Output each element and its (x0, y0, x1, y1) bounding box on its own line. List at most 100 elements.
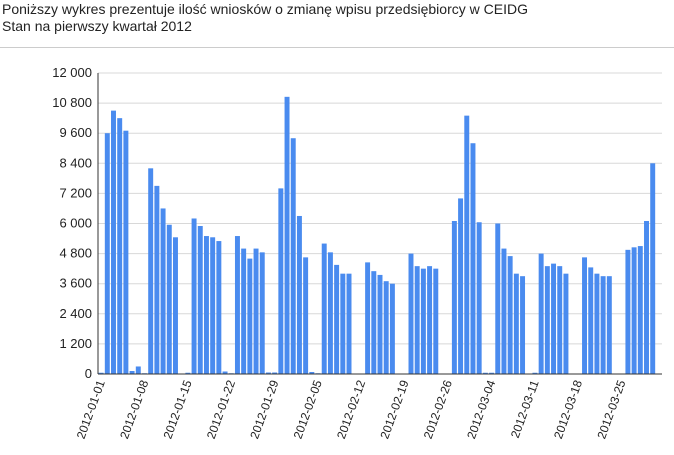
bar (408, 253, 414, 374)
x-tick-label: 2012-03-18 (551, 378, 585, 441)
bar (346, 273, 352, 374)
x-tick-label: 2012-01-29 (247, 378, 281, 441)
bar (513, 273, 519, 374)
bar (371, 271, 377, 374)
bar (241, 248, 247, 374)
bar (154, 185, 160, 374)
y-tick-label: 7 200 (59, 185, 92, 200)
bar (606, 276, 612, 374)
bar (216, 241, 222, 374)
chart-title: Poniższy wykres prezentuje ilość wnioskó… (2, 1, 528, 17)
chart-subtitle: Stan na pierwszy kwartał 2012 (2, 18, 192, 34)
y-tick-label: 9 600 (59, 125, 92, 140)
bar (414, 266, 420, 374)
bar (551, 263, 557, 374)
x-tick-label: 2012-01-22 (204, 378, 238, 441)
bar (476, 222, 482, 374)
bar (427, 266, 433, 374)
bar (284, 96, 290, 375)
x-tick-label: 2012-02-19 (377, 378, 411, 441)
x-tick-label: 2012-03-11 (508, 378, 542, 440)
bar (482, 372, 488, 374)
bar (234, 236, 240, 374)
y-tick-label: 6 000 (59, 216, 92, 231)
y-tick-label: 8 400 (59, 155, 92, 170)
bar (365, 262, 371, 374)
bar (135, 366, 141, 374)
bar (203, 236, 209, 374)
bar (247, 258, 253, 374)
bar (290, 138, 296, 374)
bar (222, 371, 228, 374)
bar (451, 220, 457, 374)
bar (631, 247, 637, 374)
bar (458, 198, 464, 374)
y-tick-label: 3 600 (59, 276, 92, 291)
bar (259, 252, 265, 374)
bar (520, 276, 526, 374)
bar (111, 110, 116, 374)
bar (272, 372, 278, 374)
x-tick-label: 2012-03-04 (464, 378, 498, 441)
bar (544, 266, 550, 374)
bar (265, 372, 271, 374)
bar (464, 115, 470, 375)
bar (489, 372, 495, 374)
bar (303, 257, 309, 374)
x-tick-label: 2012-01-01 (74, 378, 108, 441)
bar (340, 273, 346, 374)
y-tick-label: 10 800 (52, 95, 92, 110)
y-tick-label: 4 800 (59, 246, 92, 261)
x-tick-label: 2012-02-05 (291, 378, 325, 441)
bar (420, 268, 426, 374)
bar (334, 264, 340, 374)
bar (588, 267, 594, 374)
bar (501, 248, 507, 374)
bar (191, 218, 197, 374)
bar (253, 248, 259, 374)
bar (600, 276, 606, 374)
bar (185, 372, 191, 374)
x-tick-label: 2012-01-08 (117, 378, 151, 441)
bar (538, 253, 544, 374)
bar (117, 118, 123, 375)
bar (129, 370, 135, 374)
x-tick-label: 2012-03-25 (594, 378, 628, 441)
bar (507, 256, 513, 374)
y-tick-label: 1 200 (59, 336, 92, 351)
bar (625, 249, 631, 374)
bar (563, 273, 569, 374)
bar (433, 268, 439, 374)
bar (557, 266, 563, 374)
bar (148, 168, 154, 374)
bar (321, 243, 327, 374)
bar (495, 223, 501, 374)
y-tick-label: 12 000 (52, 65, 92, 80)
x-tick-label: 2012-02-26 (421, 378, 455, 441)
bar (532, 372, 538, 374)
bar (650, 163, 656, 374)
bar (644, 220, 649, 374)
bar (98, 372, 104, 374)
bar (309, 371, 315, 374)
bar (123, 130, 129, 374)
bar (210, 237, 216, 374)
y-tick-label: 2 400 (59, 306, 92, 321)
bar (166, 224, 172, 374)
bar (582, 257, 588, 374)
x-tick-label: 2012-01-15 (161, 378, 195, 441)
bar (160, 208, 166, 374)
bar (296, 215, 302, 374)
bar (637, 246, 643, 374)
bar (383, 281, 389, 374)
bar (104, 133, 110, 374)
bar (377, 274, 383, 374)
y-tick-label: 0 (85, 366, 92, 381)
bar (278, 188, 284, 374)
bar (197, 226, 203, 374)
bar (389, 283, 395, 374)
bar (470, 143, 476, 374)
bar (594, 273, 600, 374)
bar (172, 237, 178, 374)
